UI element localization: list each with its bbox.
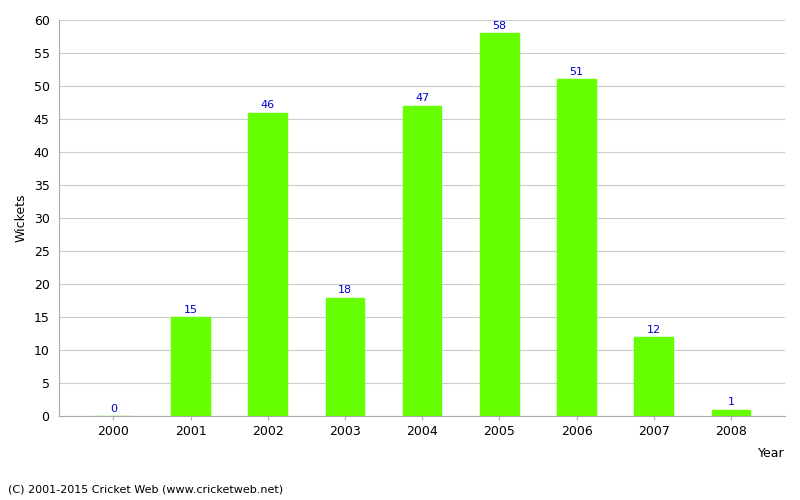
- Text: Year: Year: [758, 447, 785, 460]
- Text: (C) 2001-2015 Cricket Web (www.cricketweb.net): (C) 2001-2015 Cricket Web (www.cricketwe…: [8, 485, 283, 495]
- Text: 58: 58: [492, 20, 506, 30]
- Bar: [171, 318, 210, 416]
- Bar: [403, 106, 442, 416]
- Text: 1: 1: [727, 397, 734, 407]
- Bar: [326, 298, 364, 416]
- Bar: [712, 410, 750, 416]
- Bar: [480, 33, 518, 416]
- Text: 18: 18: [338, 285, 352, 295]
- Text: 51: 51: [570, 67, 583, 77]
- Text: 12: 12: [646, 324, 661, 334]
- Text: 0: 0: [110, 404, 117, 414]
- Bar: [558, 80, 596, 416]
- Bar: [634, 337, 673, 416]
- Bar: [249, 112, 287, 416]
- Y-axis label: Wickets: Wickets: [15, 194, 28, 242]
- Text: 46: 46: [261, 100, 274, 110]
- Text: 47: 47: [415, 94, 430, 104]
- Text: 15: 15: [183, 304, 198, 314]
